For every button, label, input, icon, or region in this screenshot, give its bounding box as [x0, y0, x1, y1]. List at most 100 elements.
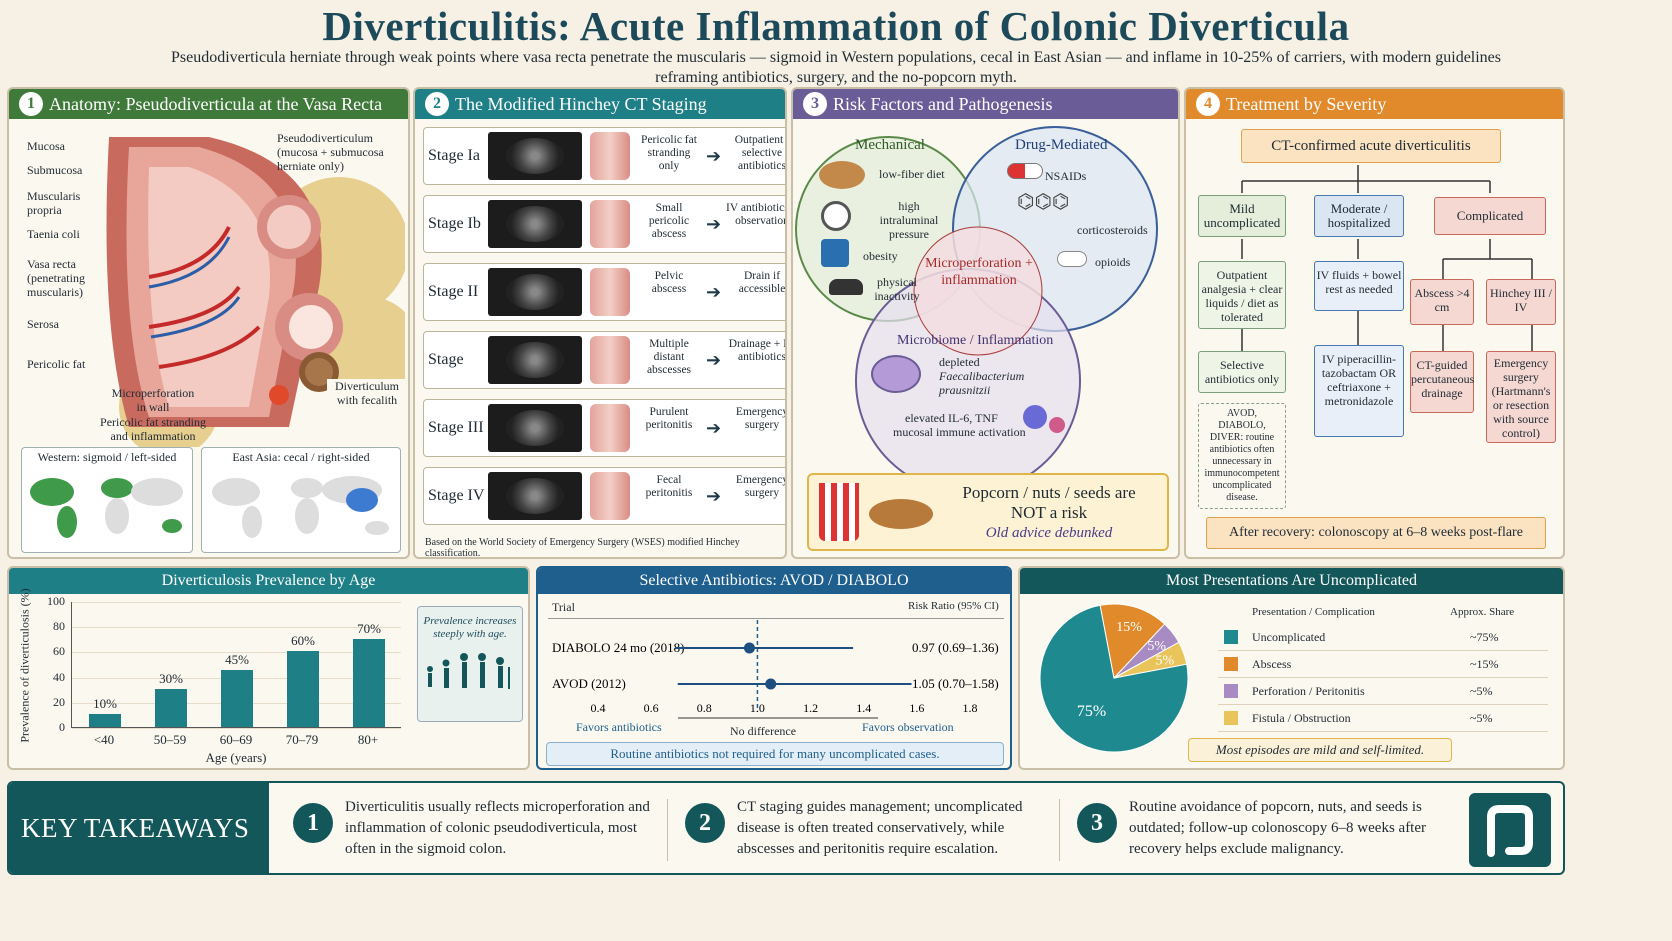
ct-scan-image — [488, 132, 582, 180]
forest-panel: Selective Antibiotics: AVOD / DIABOLO Tr… — [536, 566, 1012, 770]
gauge-icon — [821, 201, 851, 231]
takeaway-divider — [667, 799, 668, 861]
colon-icon — [1469, 793, 1551, 867]
bar-value-label: 45% — [225, 652, 249, 668]
bar — [287, 651, 319, 727]
anatomy-number: 1 — [19, 92, 43, 116]
anatomy-heading: Anatomy: Pseudodiverticula at the Vasa R… — [49, 94, 383, 114]
x-tick-label: 50–59 — [153, 732, 187, 747]
y-tick-label: 0 — [59, 720, 65, 734]
shoe-icon — [829, 279, 863, 295]
hinchey-row: Stage Ib Small pericolic abscess ➔ IV antib… — [423, 195, 785, 253]
callout-text: Prevalence increases steeply with age. — [423, 615, 517, 640]
prevalence-callout: Prevalence increases steeply with age. — [417, 606, 523, 722]
grid-line — [72, 652, 401, 654]
complicated-box: Complicated — [1434, 197, 1546, 235]
corticosteroids-label: corticosteroids — [1077, 223, 1148, 237]
colon-sketch-icon — [590, 200, 630, 248]
legend-rule — [1218, 731, 1548, 732]
risk-number: 3 — [803, 92, 827, 116]
stage-label: Stage Ia — [428, 147, 480, 164]
forest-plot: DIABOLO 24 mo (2018) 0.97 (0.69–1.36) AVOD… — [552, 620, 999, 719]
stage-management: Drain if accessible — [738, 270, 786, 295]
anatomy-header: 1 Anatomy: Pseudodiverticula at the Vasa… — [9, 89, 408, 119]
mild-step2: Selective antibiotics only — [1198, 351, 1286, 393]
takeaway-divider — [1059, 799, 1060, 861]
x-tick-label: 60–69 — [219, 732, 253, 747]
stage-finding: Multiple distant abscesses — [646, 338, 692, 376]
label-fat-stranding: Pericolic fat stranding and inflammation — [100, 415, 206, 443]
hinchey-row: Stage IIIa Multiple distant abscesses ➔ Dra… — [423, 331, 785, 424]
grid-line — [72, 602, 401, 603]
anatomy-panel: 1 Anatomy: Pseudodiverticula at the Vasa… — [7, 87, 410, 559]
arrow-right-icon: ➔ — [706, 418, 722, 438]
bar-value-label: 60% — [291, 633, 315, 649]
arrow-right-icon: ➔ — [706, 486, 722, 506]
mechanical-label: Mechanical — [855, 137, 925, 153]
aging-people-icon — [427, 653, 510, 689]
x-tick-label: <40 — [93, 732, 115, 747]
treatment-heading: Treatment by Severity — [1226, 94, 1387, 114]
col-trial: Trial — [552, 600, 575, 614]
arrow-right-icon: ➔ — [706, 350, 722, 370]
ct-guided-box: CT-guided percutaneous drainage — [1410, 351, 1474, 413]
takeaways-heading: KEY TAKEAWAYS — [21, 813, 250, 843]
trial-name: DIABOLO 24 mo (2018) — [552, 640, 685, 655]
world-map-west-icon — [30, 478, 183, 538]
moderate-step2: IV piperacillin-tazobactam OR ceftriaxon… — [1314, 345, 1404, 437]
label-fecalith: Diverticulum with fecalith — [327, 379, 407, 407]
treatment-panel: 4 Treatment by Severity CT-confirmed acu… — [1184, 87, 1565, 559]
takeaway-number: 3 — [1077, 803, 1117, 843]
stage-finding: Pelvic abscess — [651, 270, 687, 295]
legend-swatch — [1224, 711, 1238, 725]
hinchey-row: Stage III Purulent peritonitis ➔ Emergency … — [423, 399, 787, 457]
legend-rule — [1218, 677, 1548, 678]
label-serosa: Serosa — [27, 317, 59, 331]
forest-heading: Selective Antibiotics: AVOD / DIABOLO — [538, 568, 1010, 594]
stage-label: Stage IV — [428, 487, 485, 504]
risk-ratio-text: 0.97 (0.69–1.36) — [912, 640, 999, 655]
label-mucosa: Mucosa — [27, 139, 65, 153]
scale-icon — [821, 239, 849, 267]
colon-sketch-icon — [590, 404, 630, 452]
risk-panel: 3 Risk Factors and Pathogenesis Mechanic… — [791, 87, 1180, 559]
legend-swatch — [1224, 684, 1238, 698]
grid-line — [72, 728, 401, 729]
forest-x-tick: 1.2 — [803, 701, 818, 715]
hinchey34-box: Hinchey III / IV — [1486, 279, 1556, 325]
y-tick-label: 40 — [53, 669, 65, 684]
pie-chart: 75% 15% 5%5% — [1039, 603, 1189, 753]
y-tick-label: 100 — [47, 594, 65, 608]
hinchey-heading: The Modified Hinchey CT Staging — [455, 94, 707, 114]
treatment-number: 4 — [1196, 92, 1220, 116]
bar-value-label: 10% — [93, 696, 117, 712]
col-share: Approx. Share — [1450, 606, 1515, 618]
legend-swatch — [1224, 630, 1238, 644]
col-presentation: Presentation / Complication — [1252, 606, 1375, 618]
forest-x-tick: 0.6 — [644, 701, 659, 715]
flowchart-connectors — [1241, 165, 1533, 351]
ct-scan-image — [488, 200, 582, 248]
x-axis-label: Age (years) — [205, 750, 267, 765]
bacteria-icon — [871, 355, 921, 393]
mild-note: AVOD, DIABOLO, DIVER: routine antibiotic… — [1198, 403, 1286, 509]
page-subtitle: Pseudodiverticula herniate through weak … — [170, 49, 1502, 86]
forest-x-tick: 0.8 — [697, 701, 712, 715]
stage-label: Stage III — [428, 419, 484, 436]
legend-label: Fistula / Obstruction — [1252, 711, 1351, 725]
pie-slice — [1113, 641, 1188, 679]
takeaway-number: 1 — [293, 803, 333, 843]
stage-management: Emergency surgery — [735, 406, 787, 431]
point-estimate — [743, 642, 755, 654]
moderate-box: Moderate / hospitalized — [1314, 195, 1404, 237]
map-east: East Asia: cecal / right-sided — [201, 447, 401, 553]
risk-heading: Risk Factors and Pathogenesis — [833, 94, 1053, 114]
legend-label: Uncomplicated — [1252, 630, 1326, 644]
colon-illustration — [89, 127, 408, 457]
label-muscularis: Muscularis propria — [27, 189, 81, 217]
mild-box: Mild uncomplicated — [1198, 195, 1286, 237]
stage-management: Outpatient / selective antibiotics — [734, 134, 787, 172]
stage-label: Stage IIIa — [428, 351, 464, 424]
pie-slice-label: 15% — [1116, 620, 1142, 635]
ct-scan-image — [488, 472, 582, 520]
